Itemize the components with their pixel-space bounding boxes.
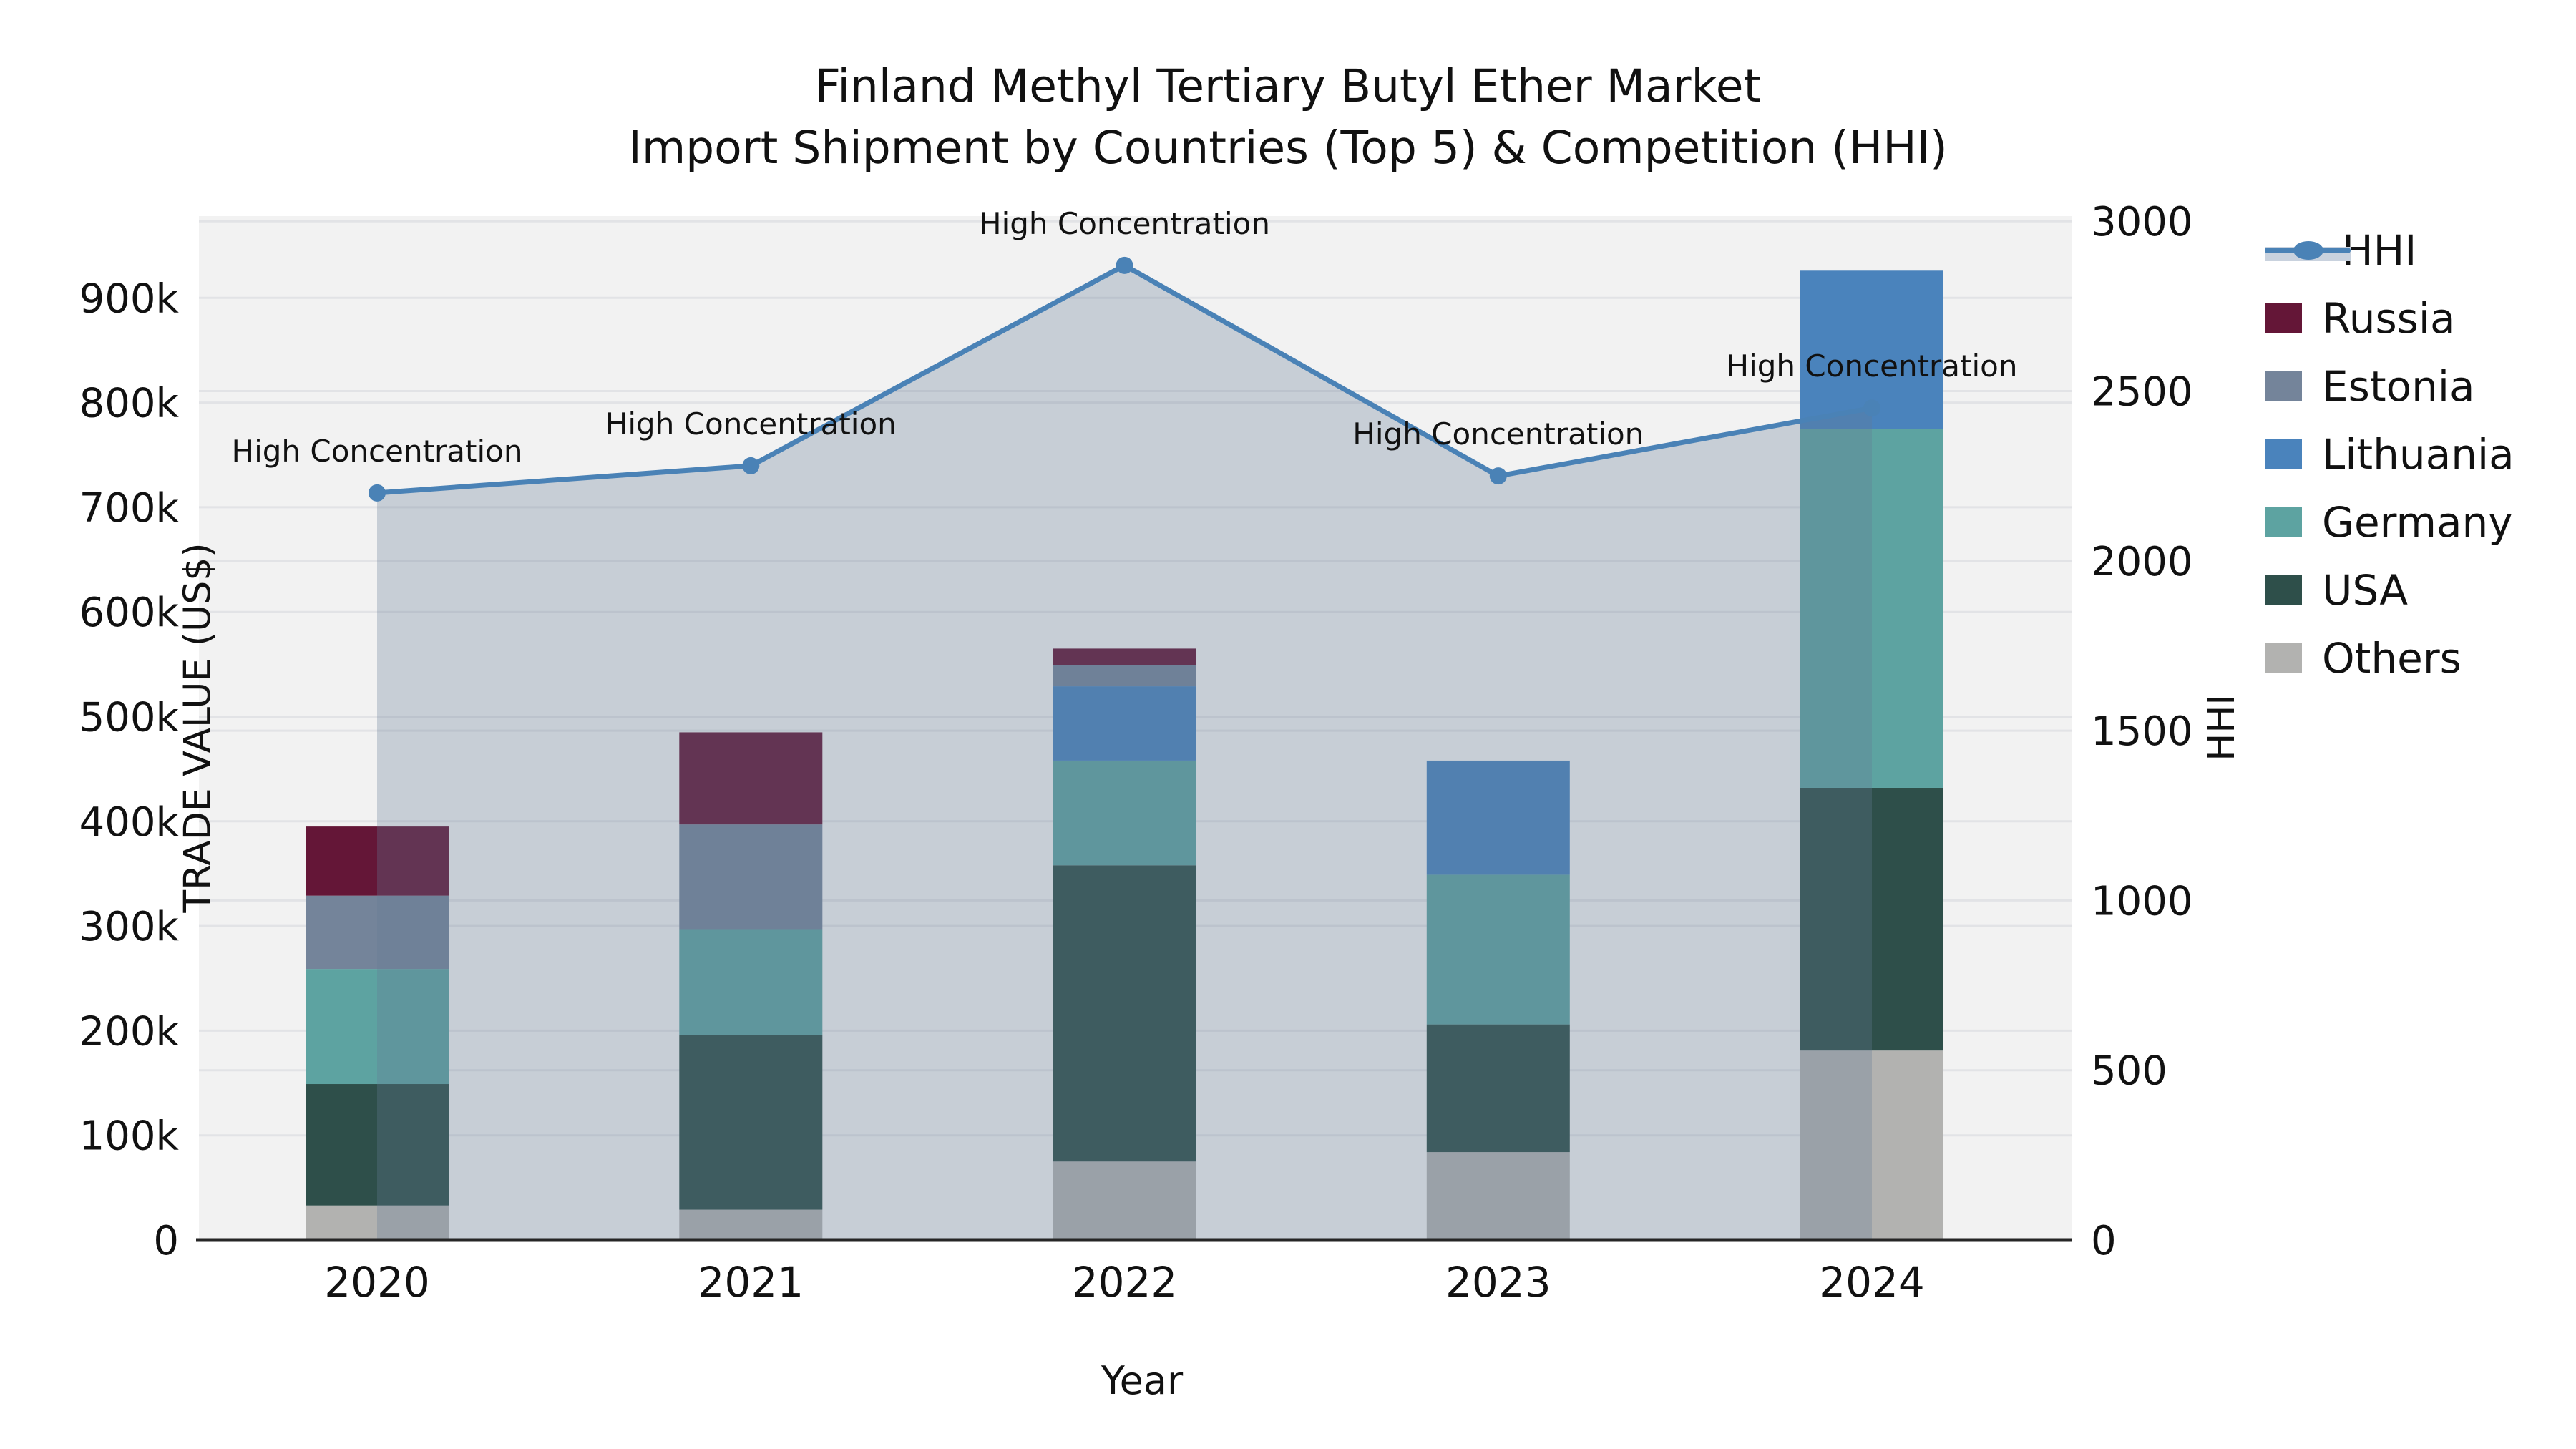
hhi-marker-2024 (1863, 399, 1880, 417)
y-right-tick-1500: 1500 (2091, 708, 2193, 755)
annotation-2020: High Concentration (232, 434, 523, 469)
annotation-2021: High Concentration (605, 406, 897, 441)
legend-item-hhi: HHI (2265, 225, 2514, 275)
bar-segment-usa-2024 (1800, 787, 1943, 1051)
annotation-2024: High Concentration (1727, 348, 2018, 384)
bar-segment-estonia-2022 (1053, 665, 1196, 687)
y-axis-right-title: HHI (2200, 694, 2243, 761)
bar-segment-germany-2024 (1800, 429, 1943, 788)
x-axis-title: Year (1101, 1358, 1184, 1403)
bar-segment-russia-2022 (1053, 648, 1196, 665)
legend-label-others: Others (2322, 633, 2462, 683)
legend-swatch-germany (2265, 507, 2302, 537)
bar-segment-estonia-2021 (679, 824, 823, 930)
bar-segment-estonia-2020 (306, 895, 449, 970)
legend-item-lithuania: Lithuania (2265, 429, 2514, 479)
bar-segment-russia-2021 (679, 732, 823, 825)
y-right-tick-2500: 2500 (2091, 369, 2193, 416)
bar-segment-germany-2023 (1426, 874, 1570, 1025)
chart-title-line2: Import Shipment by Countries (Top 5) & C… (628, 122, 1948, 174)
y-left-tick-600k: 600k (79, 590, 180, 636)
x-tick-2020: 2020 (324, 1258, 430, 1307)
y-right-tick-0: 0 (2091, 1218, 2117, 1264)
y-right-tick-500: 500 (2091, 1048, 2167, 1095)
x-tick-2023: 2023 (1445, 1258, 1551, 1307)
y-left-tick-0: 0 (153, 1218, 179, 1264)
bar-segment-lithuania-2023 (1426, 760, 1570, 875)
legend-hhi-line-icon (2265, 235, 2351, 265)
legend-item-usa: USA (2265, 565, 2514, 615)
legend-item-estonia: Estonia (2265, 361, 2514, 411)
legend-swatch-lithuania (2265, 439, 2302, 469)
legend-swatch-estonia (2265, 371, 2302, 401)
legend-swatch-usa (2265, 575, 2302, 605)
legend-item-russia: Russia (2265, 293, 2514, 343)
legend-label-usa: USA (2322, 565, 2409, 615)
bar-segment-others-2022 (1053, 1161, 1196, 1240)
y-left-tick-700k: 700k (79, 485, 180, 532)
x-tick-2022: 2022 (1072, 1258, 1178, 1307)
legend-item-germany: Germany (2265, 497, 2514, 547)
bar-segment-germany-2022 (1053, 760, 1196, 866)
legend-label-germany: Germany (2322, 497, 2513, 547)
legend-swatch-others (2265, 643, 2302, 673)
bar-segment-usa-2020 (306, 1084, 449, 1206)
bar-segment-others-2023 (1426, 1152, 1570, 1240)
y-right-tick-2000: 2000 (2091, 539, 2193, 585)
annotation-2022: High Concentration (979, 206, 1270, 241)
y-axis-left-title: TRADE VALUE (US$) (176, 542, 220, 913)
bar-segment-lithuania-2022 (1053, 686, 1196, 761)
chart-title: Finland Methyl Tertiary Butyl Ether Mark… (0, 56, 2576, 179)
y-left-tick-900k: 900k (79, 275, 180, 322)
legend-label-hhi: HHI (2342, 225, 2417, 275)
legend-label-lithuania: Lithuania (2322, 429, 2514, 479)
bar-segment-germany-2021 (679, 929, 823, 1035)
hhi-marker-2020 (369, 484, 386, 502)
bar-segment-usa-2022 (1053, 865, 1196, 1162)
bar-segment-usa-2023 (1426, 1024, 1570, 1153)
hhi-marker-2021 (742, 457, 760, 474)
legend-label-estonia: Estonia (2322, 361, 2475, 411)
y-left-tick-400k: 400k (79, 799, 180, 846)
bar-segment-others-2021 (679, 1209, 823, 1240)
legend: HHI Russia Estonia Lithuania Germany USA Other… (2265, 225, 2514, 683)
y-right-tick-1000: 1000 (2091, 878, 2193, 924)
y-left-tick-300k: 300k (79, 904, 180, 950)
y-left-tick-800k: 800k (79, 381, 180, 427)
y-right-tick-3000: 3000 (2091, 199, 2193, 245)
bar-segment-russia-2020 (306, 826, 449, 896)
hhi-area (377, 265, 1872, 1241)
annotation-2023: High Concentration (1352, 416, 1644, 452)
legend-item-others: Others (2265, 633, 2514, 683)
chart-title-line1: Finland Methyl Tertiary Butyl Ether Mark… (814, 60, 1762, 112)
hhi-marker-2022 (1116, 256, 1133, 274)
x-tick-2021: 2021 (698, 1258, 804, 1307)
y-left-tick-100k: 100k (79, 1113, 180, 1160)
bar-segment-others-2024 (1800, 1050, 1943, 1240)
bar-segment-germany-2020 (306, 969, 449, 1085)
y-left-tick-200k: 200k (79, 1008, 180, 1055)
bar-segment-usa-2021 (679, 1035, 823, 1210)
hhi-marker-2023 (1489, 467, 1507, 485)
legend-swatch-russia (2265, 303, 2302, 333)
bar-segment-others-2020 (306, 1205, 449, 1240)
y-left-tick-500k: 500k (79, 695, 180, 741)
legend-label-russia: Russia (2322, 293, 2456, 343)
x-tick-2024: 2024 (1819, 1258, 1925, 1307)
